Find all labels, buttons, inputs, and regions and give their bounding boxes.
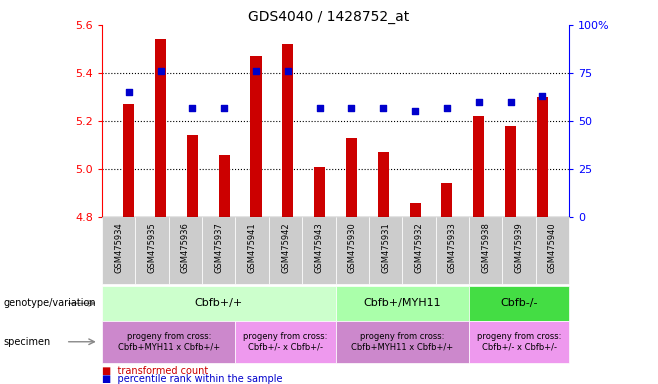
Bar bbox=[537, 97, 548, 217]
Bar bbox=[218, 155, 230, 217]
Bar bbox=[473, 116, 484, 217]
Text: Cbfb+/+: Cbfb+/+ bbox=[195, 298, 243, 308]
Point bbox=[251, 68, 261, 74]
Bar bbox=[282, 44, 293, 217]
Text: GSM475939: GSM475939 bbox=[515, 222, 524, 273]
Point bbox=[187, 104, 197, 111]
Text: GDS4040 / 1428752_at: GDS4040 / 1428752_at bbox=[248, 10, 410, 23]
Text: progeny from cross:
Cbfb+MYH11 x Cbfb+/+: progeny from cross: Cbfb+MYH11 x Cbfb+/+ bbox=[118, 332, 220, 351]
Point bbox=[474, 99, 484, 105]
Bar bbox=[123, 104, 134, 217]
Bar bbox=[314, 167, 325, 217]
Text: GSM475940: GSM475940 bbox=[548, 222, 557, 273]
Text: specimen: specimen bbox=[3, 337, 51, 347]
Point bbox=[346, 104, 357, 111]
Point bbox=[378, 104, 389, 111]
Point bbox=[155, 68, 166, 74]
Bar bbox=[346, 138, 357, 217]
Text: ■  transformed count: ■ transformed count bbox=[102, 366, 208, 376]
Bar bbox=[251, 56, 262, 217]
Point bbox=[505, 99, 516, 105]
Bar bbox=[155, 39, 166, 217]
Point bbox=[442, 104, 452, 111]
Text: GSM475931: GSM475931 bbox=[381, 222, 390, 273]
Text: ■  percentile rank within the sample: ■ percentile rank within the sample bbox=[102, 374, 282, 384]
Bar bbox=[409, 202, 420, 217]
Point bbox=[537, 93, 547, 99]
Text: GSM475943: GSM475943 bbox=[315, 222, 323, 273]
Text: GSM475932: GSM475932 bbox=[415, 222, 424, 273]
Text: Cbfb+/MYH11: Cbfb+/MYH11 bbox=[363, 298, 441, 308]
Text: GSM475936: GSM475936 bbox=[181, 222, 190, 273]
Text: GSM475937: GSM475937 bbox=[215, 222, 223, 273]
Point bbox=[315, 104, 325, 111]
Text: progeny from cross:
Cbfb+MYH11 x Cbfb+/+: progeny from cross: Cbfb+MYH11 x Cbfb+/+ bbox=[351, 332, 453, 351]
Text: GSM475938: GSM475938 bbox=[481, 222, 490, 273]
Text: genotype/variation: genotype/variation bbox=[3, 298, 96, 308]
Text: GSM475942: GSM475942 bbox=[281, 222, 290, 273]
Text: Cbfb-/-: Cbfb-/- bbox=[500, 298, 538, 308]
Text: GSM475934: GSM475934 bbox=[114, 222, 123, 273]
Bar bbox=[505, 126, 516, 217]
Point bbox=[124, 89, 134, 95]
Bar bbox=[187, 136, 198, 217]
Text: GSM475935: GSM475935 bbox=[147, 222, 157, 273]
Text: GSM475941: GSM475941 bbox=[247, 222, 257, 273]
Text: progeny from cross:
Cbfb+/- x Cbfb+/-: progeny from cross: Cbfb+/- x Cbfb+/- bbox=[477, 332, 561, 351]
Text: GSM475930: GSM475930 bbox=[348, 222, 357, 273]
Bar bbox=[378, 152, 389, 217]
Text: progeny from cross:
Cbfb+/- x Cbfb+/-: progeny from cross: Cbfb+/- x Cbfb+/- bbox=[243, 332, 328, 351]
Point bbox=[282, 68, 293, 74]
Bar bbox=[442, 183, 453, 217]
Point bbox=[410, 108, 420, 114]
Text: GSM475933: GSM475933 bbox=[448, 222, 457, 273]
Point bbox=[219, 104, 230, 111]
